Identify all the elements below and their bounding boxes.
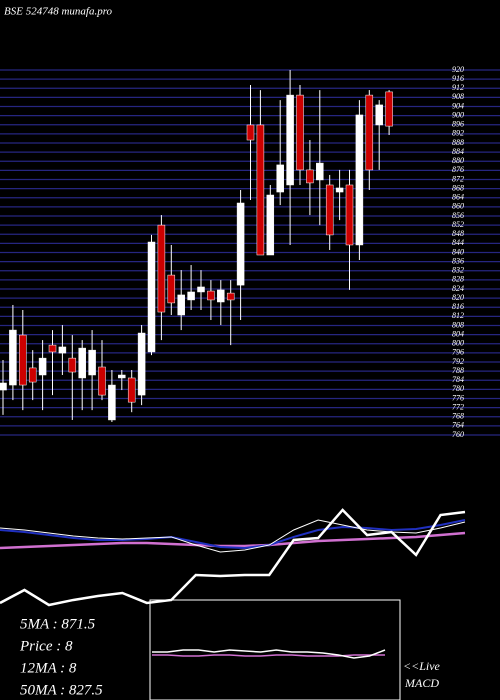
candle-body xyxy=(127,377,136,403)
y-tick-label: 832 xyxy=(452,266,464,275)
series-line xyxy=(0,519,466,550)
y-tick-label: 908 xyxy=(452,92,464,101)
y-tick-label: 812 xyxy=(452,311,464,320)
y-tick-label: 896 xyxy=(452,120,464,129)
y-tick-label: 780 xyxy=(452,384,464,393)
candle-body xyxy=(316,162,324,181)
y-tick-label: 860 xyxy=(452,202,464,211)
y-tick-label: 796 xyxy=(452,348,464,357)
y-tick-label: 824 xyxy=(452,284,464,293)
candle-body xyxy=(187,291,195,301)
y-tick-label: 776 xyxy=(452,393,464,402)
y-tick-label: 852 xyxy=(452,220,464,229)
y-tick-label: 904 xyxy=(452,101,464,110)
candle-body xyxy=(78,347,86,379)
y-tick-label: 760 xyxy=(452,430,464,439)
y-tick-label: 772 xyxy=(452,402,464,411)
y-tick-label: 800 xyxy=(452,339,464,348)
candle-body xyxy=(48,344,57,353)
candle-body xyxy=(28,367,37,383)
candle-body xyxy=(296,94,304,171)
y-tick-label: 856 xyxy=(452,211,464,220)
candle-body xyxy=(256,124,265,256)
y-tick-label: 884 xyxy=(452,147,464,156)
y-tick-label: 872 xyxy=(452,174,464,183)
annotation: MACD xyxy=(404,676,439,690)
candle-body xyxy=(58,346,67,354)
y-tick-label: 788 xyxy=(452,366,464,375)
candle-body xyxy=(335,187,344,193)
stat-label: Price : 8 xyxy=(19,638,73,654)
y-tick-label: 784 xyxy=(452,375,464,384)
y-tick-label: 876 xyxy=(452,165,464,174)
candle-body xyxy=(325,184,334,236)
candle-body xyxy=(246,124,255,141)
y-tick-label: 920 xyxy=(452,65,464,74)
y-tick-label: 864 xyxy=(452,193,464,202)
y-tick-label: 804 xyxy=(452,329,464,338)
candle-body xyxy=(0,382,7,391)
candle-body xyxy=(365,94,374,171)
candle-body xyxy=(266,194,275,256)
y-tick-label: 764 xyxy=(452,421,464,430)
candle-body xyxy=(306,169,314,184)
y-tick-label: 792 xyxy=(452,357,464,366)
candle-body xyxy=(375,104,383,126)
y-tick-label: 808 xyxy=(452,320,464,329)
candle-body xyxy=(276,164,284,193)
candle-body xyxy=(9,329,17,386)
candle-body xyxy=(197,286,205,293)
y-tick-label: 816 xyxy=(452,302,464,311)
candle-body xyxy=(345,184,354,246)
candle-body xyxy=(177,294,185,316)
stat-label: 5MA : 871.5 xyxy=(20,616,96,632)
y-tick-label: 848 xyxy=(452,229,464,238)
candle-body xyxy=(167,274,176,304)
y-tick-label: 828 xyxy=(452,275,464,284)
y-tick-label: 912 xyxy=(452,83,464,92)
candle-body xyxy=(226,292,235,301)
candle-body xyxy=(355,114,364,246)
stat-label: 12MA : 8 xyxy=(20,660,77,676)
y-tick-label: 840 xyxy=(452,247,464,256)
candle-body xyxy=(98,366,106,396)
y-tick-label: 836 xyxy=(452,256,464,265)
series-line xyxy=(152,654,385,657)
candle-body xyxy=(38,357,47,376)
y-tick-label: 916 xyxy=(452,74,464,83)
y-tick-label: 768 xyxy=(452,412,464,421)
candle-body xyxy=(137,332,146,396)
candle-body xyxy=(108,384,116,421)
candle-body xyxy=(118,374,126,379)
candle-body xyxy=(207,290,215,301)
candle-body xyxy=(147,241,156,353)
series-line xyxy=(0,531,466,550)
y-tick-label: 900 xyxy=(452,110,464,119)
candle-body xyxy=(236,202,245,286)
stat-label: 50MA : 827.5 xyxy=(20,682,103,698)
chart-title: BSE 524748 munafa.pro xyxy=(4,6,113,18)
y-tick-label: 892 xyxy=(452,129,464,138)
candle-body xyxy=(385,91,393,127)
annotation: <<Live xyxy=(403,659,441,673)
candle-body xyxy=(19,334,27,386)
y-tick-label: 888 xyxy=(452,138,464,147)
y-tick-label: 880 xyxy=(452,156,464,165)
candle-body xyxy=(217,289,225,303)
candle-body xyxy=(68,357,77,373)
candle-body xyxy=(88,349,96,376)
y-tick-label: 868 xyxy=(452,183,464,192)
series-line xyxy=(0,508,466,607)
y-tick-label: 820 xyxy=(452,293,464,302)
candle-body xyxy=(157,224,166,313)
candle-body xyxy=(286,94,294,186)
macd-box xyxy=(149,599,401,700)
series-line xyxy=(152,649,386,659)
y-tick-label: 844 xyxy=(452,238,464,247)
